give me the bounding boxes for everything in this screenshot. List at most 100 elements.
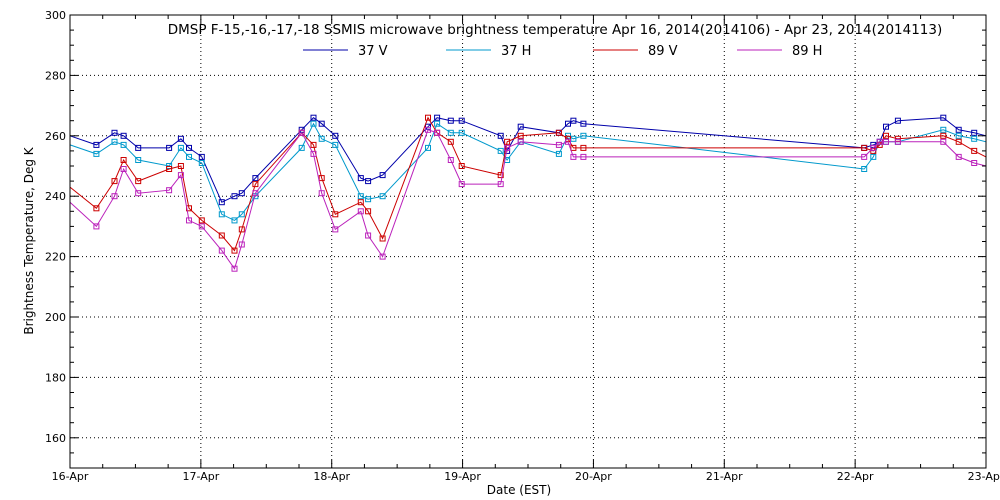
data-point <box>434 114 441 121</box>
data-point <box>555 129 562 136</box>
data-point <box>318 135 325 142</box>
data-point <box>570 117 577 124</box>
data-point <box>876 138 883 145</box>
data-point <box>310 120 317 127</box>
data-point <box>166 187 173 194</box>
series-line <box>69 122 987 221</box>
data-point <box>332 141 339 148</box>
data-point <box>166 144 173 151</box>
data-point <box>93 141 100 148</box>
chart-title: DMSP F-15,-16,-17,-18 SSMIS microwave br… <box>168 22 943 38</box>
data-point <box>458 163 465 169</box>
legend: 37 V 37 H 89 V 89 H <box>303 44 822 59</box>
data-point <box>318 120 325 127</box>
x-tick-label: 18-Apr <box>313 470 350 483</box>
series-89-h <box>69 126 987 272</box>
data-point <box>861 166 868 172</box>
data-point <box>111 138 118 145</box>
x-tick-label: 17-Apr <box>182 470 219 483</box>
data-point <box>298 144 305 151</box>
data-point <box>310 150 317 157</box>
y-tick-label: 200 <box>45 311 66 324</box>
data-point <box>894 138 901 145</box>
data-point <box>120 132 127 139</box>
data-point <box>357 199 364 206</box>
series-89-v <box>69 114 987 254</box>
y-axis-label: Brightness Temperature, Deg K <box>22 146 36 334</box>
data-point <box>231 193 238 200</box>
data-point <box>198 153 205 160</box>
x-tick-label: 21-Apr <box>706 470 743 483</box>
data-point <box>955 126 962 133</box>
data-point <box>580 120 587 127</box>
data-point <box>365 196 372 203</box>
data-point <box>894 117 901 124</box>
data-point <box>504 138 511 145</box>
data-point <box>971 129 978 136</box>
data-point <box>861 144 868 151</box>
data-point <box>940 138 947 145</box>
data-point <box>177 172 184 179</box>
y-tick-label: 260 <box>45 130 66 143</box>
data-point <box>434 120 441 127</box>
data-point <box>883 132 889 139</box>
data-point <box>517 123 524 130</box>
data-point <box>883 138 889 145</box>
data-point <box>252 190 259 197</box>
data-point <box>504 144 511 151</box>
data-point <box>365 178 372 185</box>
data-point <box>580 144 587 151</box>
data-point <box>218 247 225 254</box>
data-point <box>861 153 868 160</box>
data-point <box>971 135 978 142</box>
data-point <box>111 193 118 200</box>
x-tick-label: 19-Apr <box>444 470 481 483</box>
data-point <box>570 144 577 151</box>
data-point <box>379 253 386 260</box>
data-point <box>135 144 142 151</box>
data-point <box>580 132 587 139</box>
data-point <box>332 132 339 139</box>
data-point <box>111 178 118 185</box>
data-point <box>447 138 454 145</box>
x-axis-label: Date (EST) <box>487 483 551 497</box>
data-point <box>883 123 889 130</box>
data-point <box>218 211 225 218</box>
data-point <box>93 205 100 212</box>
data-point <box>940 126 947 133</box>
data-point <box>580 153 587 160</box>
data-point <box>231 265 238 272</box>
data-point <box>365 232 372 239</box>
data-point <box>357 208 364 215</box>
grid-lines <box>70 15 986 468</box>
data-point <box>198 217 205 224</box>
data-point <box>332 211 339 218</box>
series-line <box>69 117 987 203</box>
x-tick-label: 20-Apr <box>575 470 612 483</box>
data-point <box>186 217 192 224</box>
data-point <box>310 141 317 148</box>
data-point <box>93 150 100 157</box>
data-point <box>379 172 386 179</box>
data-point <box>517 138 524 145</box>
data-point <box>357 193 364 200</box>
data-point <box>177 144 184 151</box>
data-point <box>570 153 577 160</box>
data-point <box>425 126 431 133</box>
data-point <box>218 232 225 239</box>
y-tick-label: 280 <box>45 69 66 82</box>
data-point <box>135 157 142 163</box>
data-point <box>135 190 142 197</box>
data-point <box>497 172 504 179</box>
data-point <box>425 114 431 121</box>
data-point <box>458 181 465 188</box>
data-point <box>447 129 454 136</box>
data-point <box>252 181 259 188</box>
series-layer <box>69 114 987 272</box>
data-point <box>357 175 364 182</box>
y-tick-label: 160 <box>45 432 66 445</box>
data-point <box>517 132 524 139</box>
data-point <box>379 235 386 242</box>
data-point <box>955 132 962 139</box>
